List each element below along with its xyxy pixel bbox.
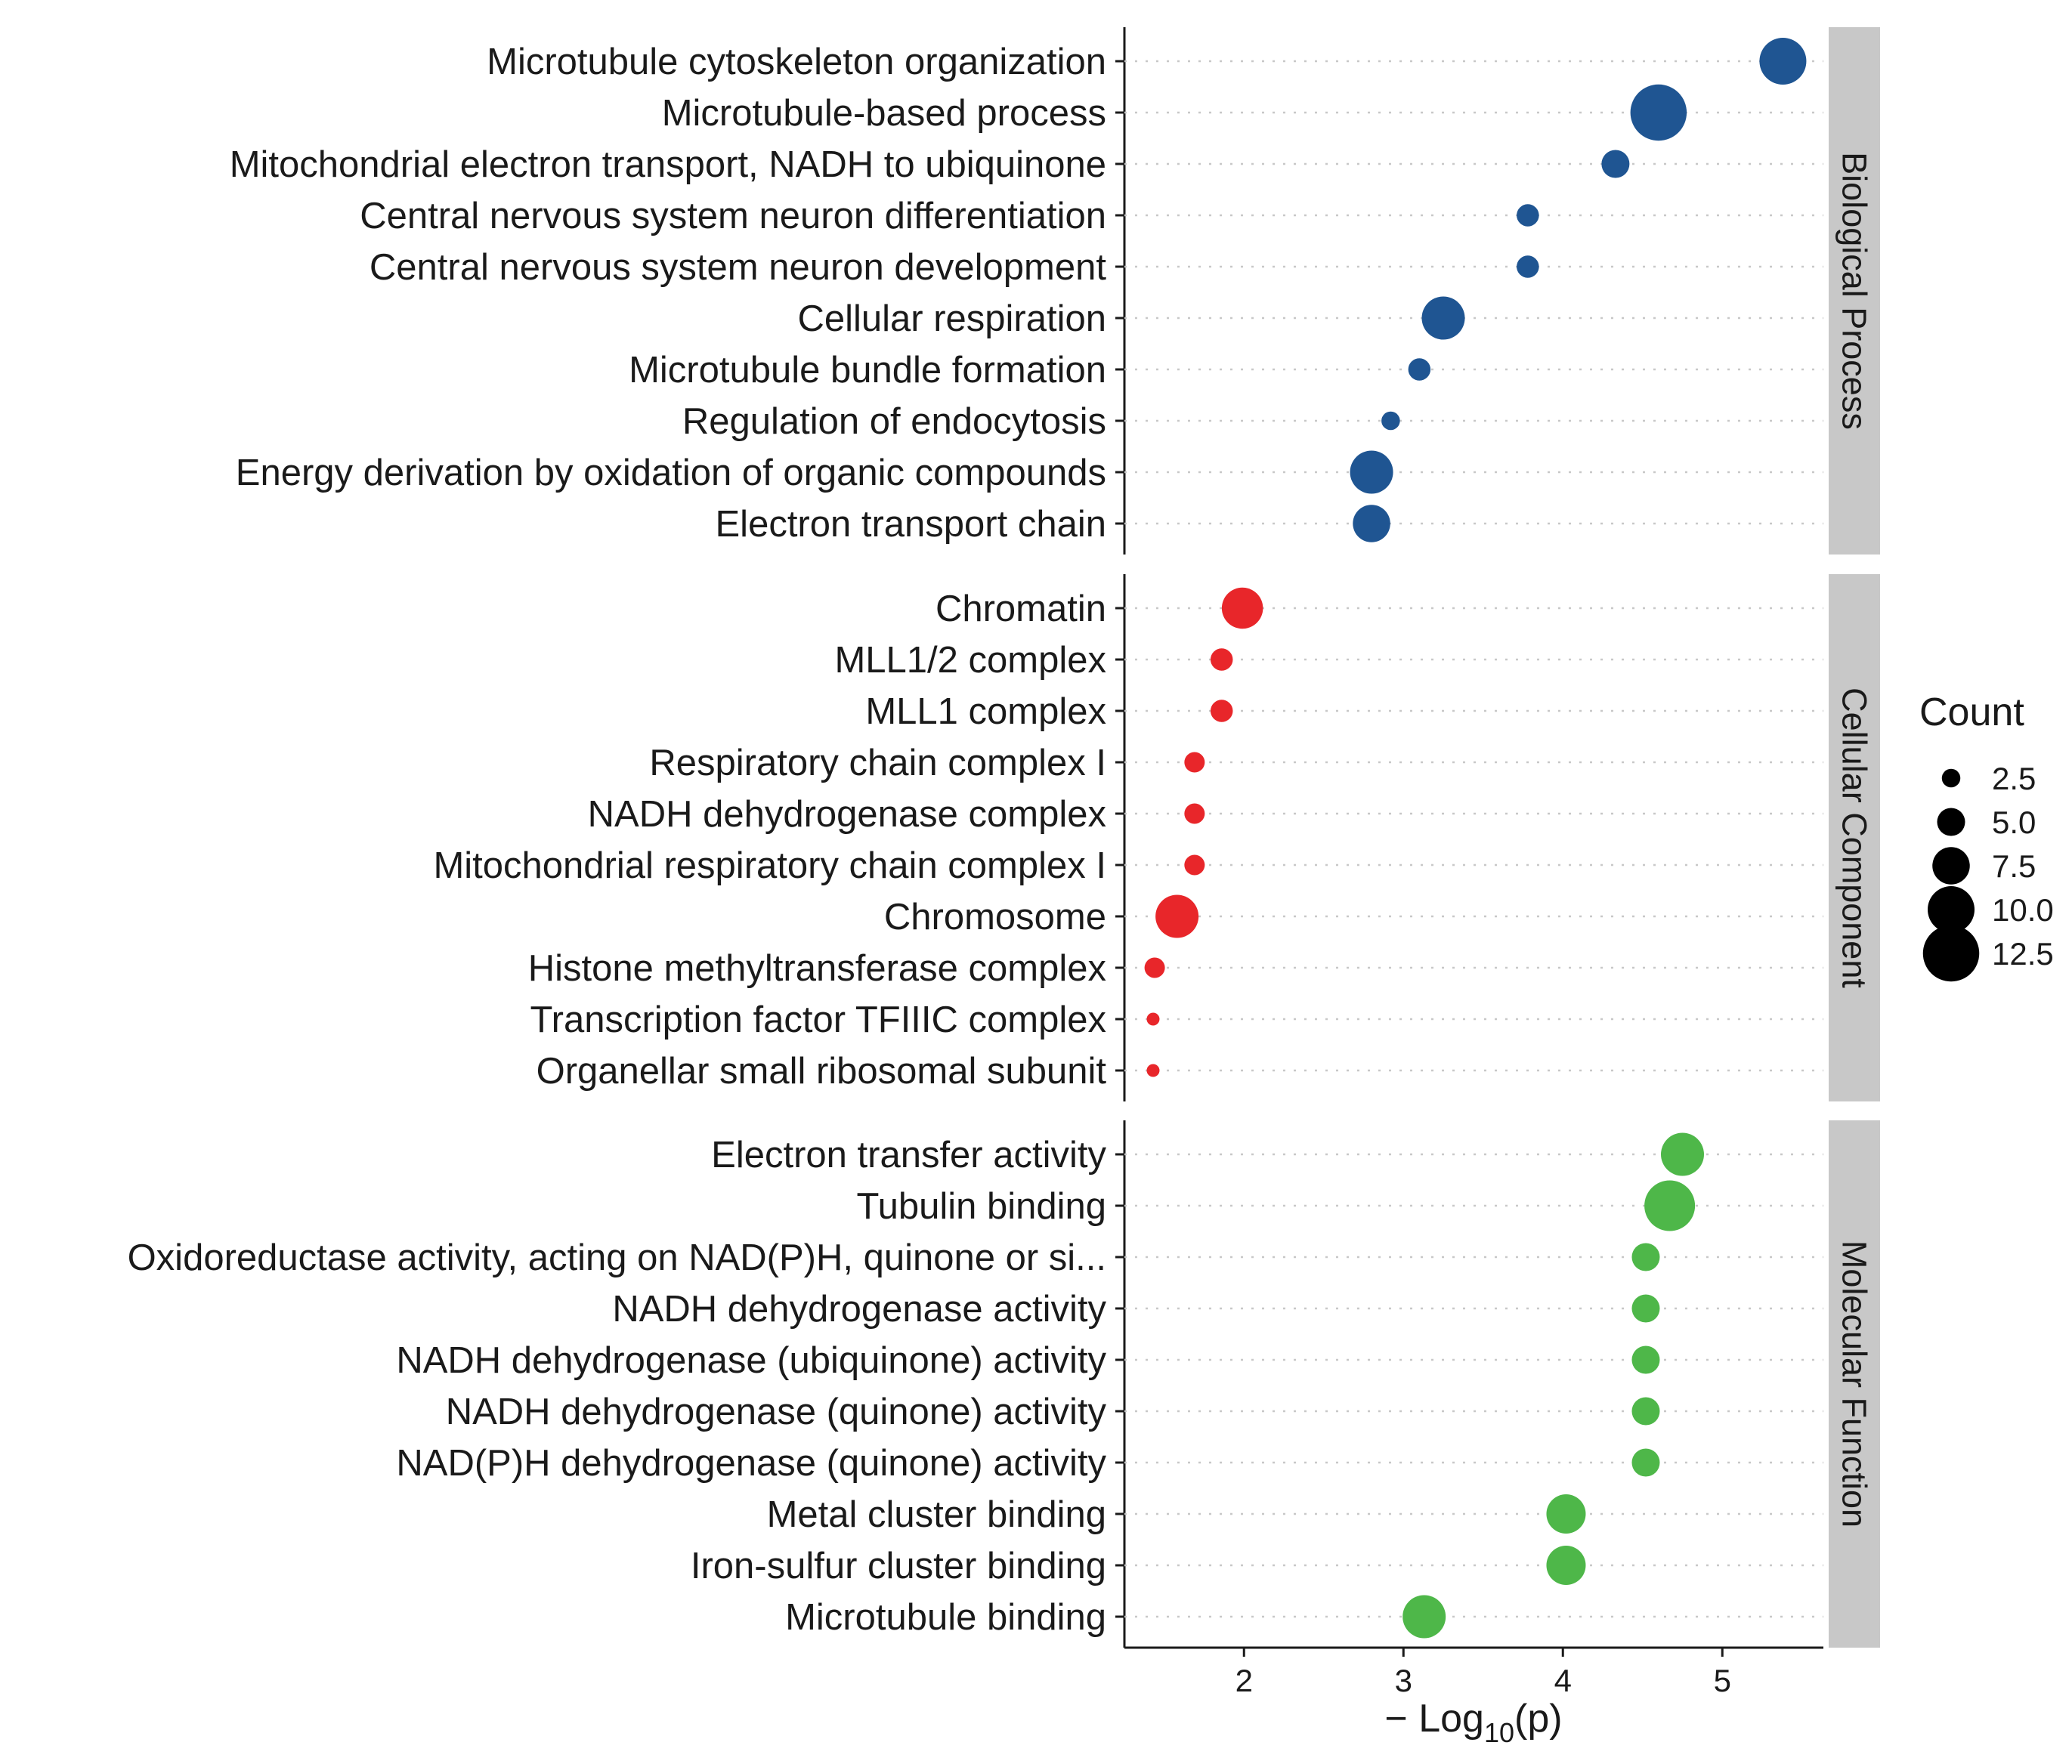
term-label: MLL1/2 complex — [834, 640, 1106, 681]
data-point — [1144, 957, 1165, 978]
term-label: Microtubule cytoskeleton organization — [487, 42, 1106, 82]
term-label: Central nervous system neuron differenti… — [360, 196, 1106, 236]
x-tick-label: 2 — [1235, 1663, 1253, 1698]
data-point — [1631, 1345, 1660, 1374]
facet-strip — [1829, 574, 1880, 1101]
legend-key — [1941, 768, 1961, 788]
term-label: Electron transport chain — [716, 504, 1107, 545]
facet-strip — [1829, 1120, 1880, 1648]
data-point — [1759, 38, 1807, 85]
panel-cellular-component: Chromatin MLL1/2 complex MLL1 complex Respi… — [433, 574, 1880, 1101]
x-axis-title-suffix: (p) — [1514, 1697, 1563, 1741]
legend-label: 2.5 — [1992, 761, 2036, 796]
legend-key — [1932, 847, 1970, 885]
data-point — [1644, 1180, 1696, 1231]
term-label: Metal cluster binding — [767, 1494, 1106, 1535]
term-label: NADH dehydrogenase (quinone) activity — [446, 1392, 1107, 1432]
data-point — [1210, 700, 1233, 722]
data-point — [1546, 1546, 1586, 1585]
data-point — [1184, 854, 1205, 876]
data-point — [1661, 1132, 1704, 1176]
data-point — [1210, 648, 1233, 671]
term-label: Central nervous system neuron developmen… — [370, 247, 1106, 288]
term-label: Microtubule bundle formation — [629, 350, 1106, 391]
x-axis-title-subscript: 10 — [1484, 1717, 1514, 1748]
term-label: NADH dehydrogenase complex — [588, 794, 1106, 835]
legend-label: 7.5 — [1992, 848, 2036, 884]
term-label: Mitochondrial electron transport, NADH t… — [230, 144, 1106, 185]
data-point — [1381, 411, 1400, 431]
data-point — [1402, 1595, 1446, 1639]
data-point — [1184, 752, 1205, 773]
term-label: Cellular respiration — [797, 298, 1106, 339]
legend-label: 12.5 — [1992, 936, 2054, 972]
term-label: Tubulin binding — [856, 1186, 1106, 1227]
term-label: Electron transfer activity — [711, 1135, 1106, 1175]
data-point — [1146, 1012, 1160, 1026]
count-legend: Count 2.5 5.0 7.5 10.0 12.5 — [1919, 690, 2054, 982]
term-label: Iron-sulfur cluster binding — [691, 1546, 1106, 1586]
data-point — [1350, 450, 1393, 494]
term-label: Histone methyltransferase complex — [528, 948, 1106, 989]
facet-strip-label: Biological Process — [1835, 152, 1874, 430]
term-label: Energy derivation by oxidation of organi… — [236, 453, 1106, 493]
legend-title: Count — [1919, 690, 2024, 734]
data-point — [1146, 1064, 1160, 1077]
data-point — [1517, 255, 1539, 278]
legend-label: 5.0 — [1992, 805, 2036, 840]
term-label: Respiratory chain complex I — [649, 743, 1106, 783]
data-point — [1631, 1448, 1660, 1477]
legend-key — [1922, 925, 1980, 982]
data-point — [1546, 1494, 1586, 1534]
term-label: NADH dehydrogenase activity — [612, 1289, 1106, 1330]
panel-biological-process: Microtubule cytoskeleton organization Mic… — [230, 27, 1880, 555]
data-point — [1631, 1294, 1660, 1323]
term-label: Chromatin — [935, 589, 1106, 629]
term-label: Regulation of endocytosis — [682, 401, 1106, 442]
legend-label: 10.0 — [1992, 892, 2054, 928]
term-label: Mitochondrial respiratory chain complex … — [433, 845, 1106, 886]
facet-panels: Microtubule cytoskeleton organization Mic… — [128, 27, 1880, 1648]
legend-key — [1937, 808, 1965, 836]
term-label: NADH dehydrogenase (ubiquinone) activity — [396, 1340, 1106, 1381]
term-label: Microtubule-based process — [662, 93, 1106, 134]
data-point — [1353, 505, 1390, 542]
term-label: Chromosome — [884, 897, 1106, 938]
data-point — [1631, 1397, 1660, 1426]
x-tick-label: 5 — [1714, 1663, 1731, 1698]
term-label: Oxidoreductase activity, acting on NAD(P… — [128, 1237, 1106, 1278]
x-axis: 2 3 4 5 — [1124, 1646, 1823, 1698]
data-point — [1155, 894, 1199, 938]
x-tick-label: 4 — [1554, 1663, 1572, 1698]
data-point — [1601, 150, 1630, 178]
term-label: MLL1 complex — [865, 691, 1106, 732]
facet-strip-label: Molecular Function — [1835, 1240, 1874, 1528]
legend-key — [1928, 886, 1975, 933]
x-axis-title: − Log10(p) — [1384, 1697, 1562, 1748]
term-label: NAD(P)H dehydrogenase (quinone) activity — [396, 1443, 1106, 1484]
facet-strip — [1829, 27, 1880, 555]
data-point — [1421, 296, 1465, 340]
x-tick-label: 3 — [1395, 1663, 1412, 1698]
data-point — [1408, 358, 1431, 381]
term-label: Organellar small ribosomal subunit — [537, 1051, 1107, 1092]
data-point — [1517, 204, 1539, 227]
panel-molecular-function: Electron transfer activity Tubulin bindin… — [128, 1120, 1880, 1648]
data-point — [1630, 84, 1687, 141]
data-point — [1184, 803, 1205, 824]
data-point — [1631, 1243, 1660, 1271]
facet-strip-label: Cellular Component — [1835, 687, 1874, 988]
x-axis-title-main: − Log — [1384, 1697, 1484, 1741]
data-point — [1221, 587, 1263, 629]
term-label: Microtubule binding — [785, 1597, 1106, 1638]
term-label: Transcription factor TFIIIC complex — [530, 999, 1106, 1040]
